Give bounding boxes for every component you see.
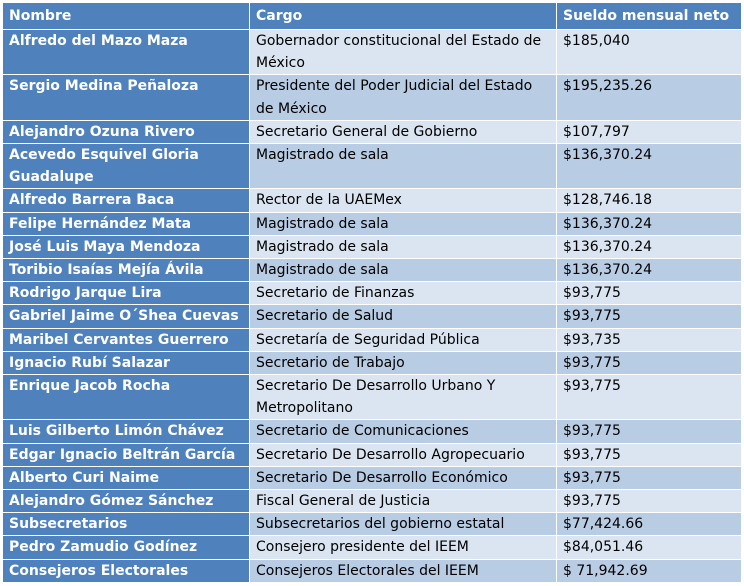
name-cell: Alberto Curi Naime [2,465,250,491]
sueldo-cell: $136,370.24 [556,211,742,236]
table-row: Rodrigo Jarque Lira Secretario de Finanza… [2,281,742,306]
table-row: Acevedo Esquivel Gloria Guadalupe Magistr… [2,143,742,190]
cargo-cell: Rector de la UAEMex [249,188,557,213]
name-cell: Enrique Jacob Rocha [2,374,250,421]
sueldo-cell: $93,775 [556,281,742,306]
sueldo-cell: $185,040 [556,28,742,76]
cargo-cell: Magistrado de sala [249,143,557,190]
cargo-cell: Gobernador constitucional del Estado de … [249,28,557,76]
sueldo-cell: $93,775 [556,489,742,514]
table-row: Consejeros Electorales Consejeros Elector… [2,558,742,583]
name-cell: Gabriel Jaime O´Shea Cuevas [2,304,250,329]
cargo-cell: Magistrado de sala [249,234,557,260]
table-row: Subsecretarios Subsecretarios del gobiern… [2,512,742,537]
table-row: Enrique Jacob Rocha Secretario De Desarro… [2,374,742,421]
name-cell: Sergio Medina Peñaloza [2,74,250,121]
name-cell: Acevedo Esquivel Gloria Guadalupe [2,143,250,190]
table-row: Luis Gilberto Limón Chávez Secretario de … [2,419,742,444]
name-cell: Ignacio Rubí Salazar [2,350,250,376]
table-header-row: Nombre Cargo Sueldo mensual neto [2,2,742,30]
table-body: Alfredo del Mazo Maza Gobernador constitu… [2,28,742,583]
cargo-cell: Consejeros Electorales del IEEM [249,558,557,583]
name-cell: Maribel Cervantes Guerrero [2,327,250,352]
cargo-cell: Subsecretarios del gobierno estatal [249,512,557,537]
sueldo-cell: $ 71,942.69 [556,558,742,583]
name-cell: Consejeros Electorales [2,558,250,583]
table-row: José Luis Maya Mendoza Magistrado de sala… [2,234,742,260]
sueldo-cell: $93,735 [556,327,742,352]
table-row: Felipe Hernández Mata Magistrado de sala $… [2,211,742,236]
table-row: Ignacio Rubí Salazar Secretario de Trabaj… [2,350,742,376]
cargo-cell: Secretario De Desarrollo Urbano Y Metrop… [249,374,557,421]
cargo-cell: Magistrado de sala [249,211,557,236]
table-row: Alejandro Gómez Sánchez Fiscal General de… [2,489,742,514]
name-cell: Rodrigo Jarque Lira [2,281,250,306]
cargo-cell: Presidente del Poder Judicial del Estado… [249,74,557,121]
table-row: Alejandro Ozuna Rivero Secretario General… [2,119,742,145]
sueldo-cell: $136,370.24 [556,143,742,190]
table-row: Maribel Cervantes Guerrero Secretaría de … [2,327,742,352]
sueldo-cell: $195,235.26 [556,74,742,121]
cargo-cell: Secretario General de Gobierno [249,119,557,145]
table-row: Gabriel Jaime O´Shea Cuevas Secretario de… [2,304,742,329]
sueldo-cell: $107,797 [556,119,742,145]
cargo-cell: Secretario De Desarrollo Agropecuario [249,442,557,467]
header-nombre: Nombre [2,2,250,30]
name-cell: Alejandro Ozuna Rivero [2,119,250,145]
name-cell: Alfredo Barrera Baca [2,188,250,213]
cargo-cell: Fiscal General de Justicia [249,489,557,514]
cargo-cell: Secretario de Comunicaciones [249,419,557,444]
sueldo-cell: $93,775 [556,442,742,467]
cargo-cell: Magistrado de sala [249,258,557,283]
name-cell: Toribio Isaías Mejía Ávila [2,258,250,283]
cargo-cell: Secretario de Salud [249,304,557,329]
cargo-cell: Secretario de Finanzas [249,281,557,306]
name-cell: Pedro Zamudio Godínez [2,535,250,560]
sueldo-cell: $84,051.46 [556,535,742,560]
sueldo-cell: $93,775 [556,374,742,421]
table-row: Toribio Isaías Mejía Ávila Magistrado de … [2,258,742,283]
name-cell: José Luis Maya Mendoza [2,234,250,260]
cargo-cell: Secretario De Desarrollo Económico [249,465,557,491]
name-cell: Alfredo del Mazo Maza [2,28,250,76]
name-cell: Luis Gilberto Limón Chávez [2,419,250,444]
table-row: Alberto Curi Naime Secretario De Desarrol… [2,465,742,491]
sueldo-cell: $128,746.18 [556,188,742,213]
cargo-cell: Consejero presidente del IEEM [249,535,557,560]
sueldo-cell: $93,775 [556,465,742,491]
name-cell: Alejandro Gómez Sánchez [2,489,250,514]
table-row: Sergio Medina Peñaloza Presidente del Pod… [2,74,742,121]
cargo-cell: Secretaría de Seguridad Pública [249,327,557,352]
name-cell: Felipe Hernández Mata [2,211,250,236]
sueldo-cell: $93,775 [556,304,742,329]
sueldo-cell: $93,775 [556,419,742,444]
name-cell: Edgar Ignacio Beltrán García [2,442,250,467]
cargo-cell: Secretario de Trabajo [249,350,557,376]
sueldo-cell: $136,370.24 [556,258,742,283]
table-row: Pedro Zamudio Godínez Consejero president… [2,535,742,560]
table-row: Edgar Ignacio Beltrán García Secretario D… [2,442,742,467]
sueldo-cell: $77,424.66 [556,512,742,537]
header-sueldo: Sueldo mensual neto [556,2,742,30]
table-row: Alfredo del Mazo Maza Gobernador constitu… [2,28,742,76]
header-cargo: Cargo [249,2,557,30]
name-cell: Subsecretarios [2,512,250,537]
table-row: Alfredo Barrera Baca Rector de la UAEMex $… [2,188,742,213]
sueldo-cell: $93,775 [556,350,742,376]
sueldo-cell: $136,370.24 [556,234,742,260]
